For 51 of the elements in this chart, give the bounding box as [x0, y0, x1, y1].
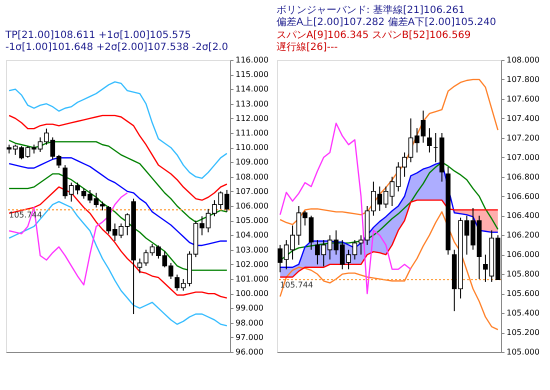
line-series [8, 157, 228, 246]
line-series [8, 114, 228, 201]
y-tick-label: 96.000 [236, 348, 264, 356]
y-tick-label: 107.200 [506, 133, 540, 142]
line-series [8, 81, 228, 179]
y-tick-label: 110.000 [236, 143, 269, 152]
y-tick-label: 105.000 [506, 348, 540, 356]
y-tick-label: 115.000 [236, 70, 269, 80]
y-tick-label: 105.000 [236, 216, 269, 226]
line-series [279, 200, 499, 278]
line-series [8, 186, 228, 299]
y-tick-label: 111.000 [236, 128, 269, 138]
y-tick-label: 113.000 [236, 99, 269, 108]
y-tick-label: 102.000 [236, 260, 269, 269]
y-tick-label: 103.000 [236, 245, 269, 254]
y-tick-label: 105.800 [506, 270, 540, 279]
y-tick-label: 101.000 [236, 274, 269, 284]
line-series [8, 173, 228, 271]
y-tick-label: 99.000 [236, 304, 264, 313]
y-tick-label: 109.000 [236, 158, 269, 167]
y-tick-label: 107.800 [506, 74, 540, 84]
y-tick-label: 112.000 [236, 114, 269, 123]
y-tick-label: 97.000 [236, 332, 264, 342]
y-tick-label: 106.200 [506, 230, 540, 240]
chart-title: ボリンジャーバンド: 基準線[21]106.261 偏差A上[2.00]107.282 偏差A下[2.00]105.240 [276, 4, 496, 28]
y-tick-label: 106.000 [236, 202, 269, 210]
line-series [8, 200, 228, 326]
y-tick-label: 105.400 [506, 308, 540, 318]
y-tick-label: 108.000 [506, 56, 540, 64]
y-tick-label: 107.000 [236, 186, 269, 196]
y-tick-label: 107.600 [506, 94, 540, 104]
y-tick-label: 105.600 [506, 289, 540, 298]
line-series [279, 122, 412, 294]
y-tick-label: 105.200 [506, 328, 540, 338]
y-tick-label: 107.400 [506, 114, 540, 123]
y-tick-label: 100.000 [236, 289, 269, 298]
chart-title: TP[21.00]108.611 +1σ[1.00]105.575 -1σ[1.00]101.648 +2σ[2.00]107.538 -2σ[2.0 [4, 30, 228, 53]
y-tick-label: 108.000 [236, 172, 269, 182]
y-tick-label: 106.000 [506, 250, 540, 260]
y-tick-label: 98.000 [236, 318, 264, 328]
y-tick-label: 104.000 [236, 230, 269, 240]
chart-subtitle: スパンA[9]106.345 スパンB[52]106.569 遅行線[26]--- [276, 30, 471, 53]
candlestick [427, 128, 432, 153]
y-tick-label: 106.600 [506, 192, 540, 201]
y-tick-label: 114.000 [236, 84, 269, 94]
y-tick-label: 106.400 [506, 211, 540, 220]
y-tick-label: 107.000 [506, 152, 540, 162]
y-tick-label: 106.800 [506, 172, 540, 182]
line-series [279, 211, 499, 330]
line-series [8, 192, 128, 286]
y-tick-label: 116.000 [236, 56, 269, 64]
